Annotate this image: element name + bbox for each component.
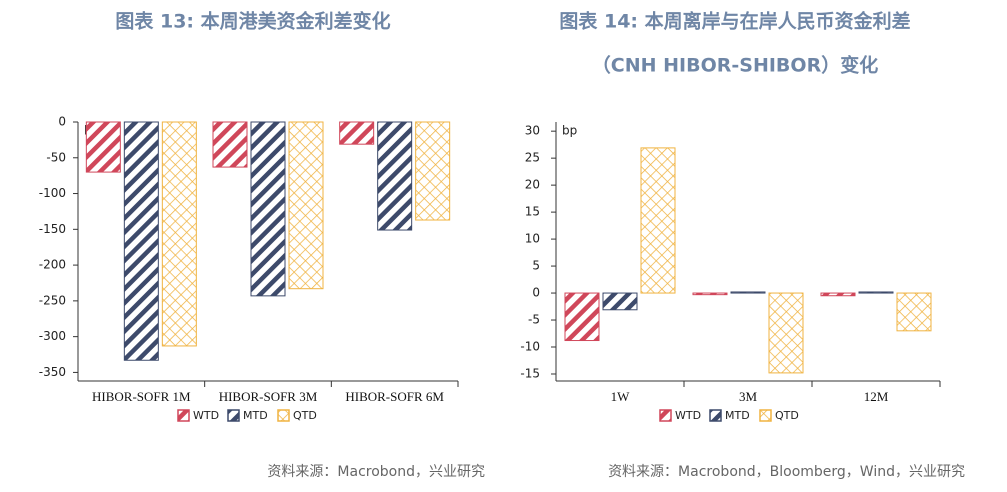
y-tick-label: 20 [525,178,540,192]
legend-label: MTD [243,409,268,422]
legend-swatch [759,409,772,422]
y-tick-label: 25 [525,151,540,165]
y-tick-label: -250 [39,293,66,307]
y-tick-label: 30 [525,124,540,138]
y-tick-label: -100 [39,186,66,200]
bar [858,291,894,294]
x-tick-label: HIBOR-SOFR 3M [219,389,318,404]
y-tick-label: -150 [39,222,66,236]
chart-title: （CNH HIBOR-SHIBOR）变化 [592,54,878,77]
bar [730,291,766,294]
source-note: 资料来源：Macrobond，Bloomberg，Wind，兴业研究 [608,464,965,480]
y-tick-label: -15 [520,366,540,380]
legend-label: WTD [193,409,219,422]
bar [250,121,286,297]
y-tick-label: 15 [525,205,540,219]
x-tick-label: 1W [611,389,631,404]
chart-title: 图表 13: 本周港美资金利差变化 [115,10,390,33]
legend-label: MTD [725,409,750,422]
legend-label: WTD [675,409,701,422]
bar [288,121,324,290]
y-tick-label: 0 [532,286,540,300]
x-tick-label: 12M [864,389,889,404]
unit-label: bp [562,124,577,138]
chart-title: 图表 14: 本周离岸与在岸人民币资金利差 [559,10,910,33]
bar [161,121,197,347]
y-tick-label: 0 [58,115,66,129]
bar [640,147,676,294]
bar [564,292,600,342]
legend-swatch [709,409,722,422]
legend-label: QTD [775,409,799,422]
bar [339,121,375,145]
bar [85,121,121,173]
bar [212,121,248,168]
y-tick-label: 5 [532,259,540,273]
bar [820,292,856,297]
bar [896,292,932,332]
y-tick-label: -50 [46,150,66,164]
legend-swatch [659,409,672,422]
bar [123,121,159,361]
bar [768,292,804,374]
legend-label: QTD [293,409,317,422]
x-tick-label: 3M [739,389,758,404]
y-tick-label: 10 [525,232,540,246]
x-tick-label: HIBOR-SOFR 6M [345,389,444,404]
x-tick-label: HIBOR-SOFR 1M [92,389,191,404]
source-note: 资料来源：Macrobond，兴业研究 [267,464,485,480]
y-tick-label: -5 [528,313,540,327]
y-tick-label: -200 [39,258,66,272]
legend-swatch [277,409,290,422]
y-tick-label: -10 [520,340,540,354]
bar [377,121,413,231]
legend-swatch [227,409,240,422]
y-tick-label: -350 [39,365,66,379]
bar [602,292,638,311]
legend-swatch [177,409,190,422]
bar [415,121,451,221]
bar [692,292,728,296]
y-tick-label: -300 [39,329,66,343]
